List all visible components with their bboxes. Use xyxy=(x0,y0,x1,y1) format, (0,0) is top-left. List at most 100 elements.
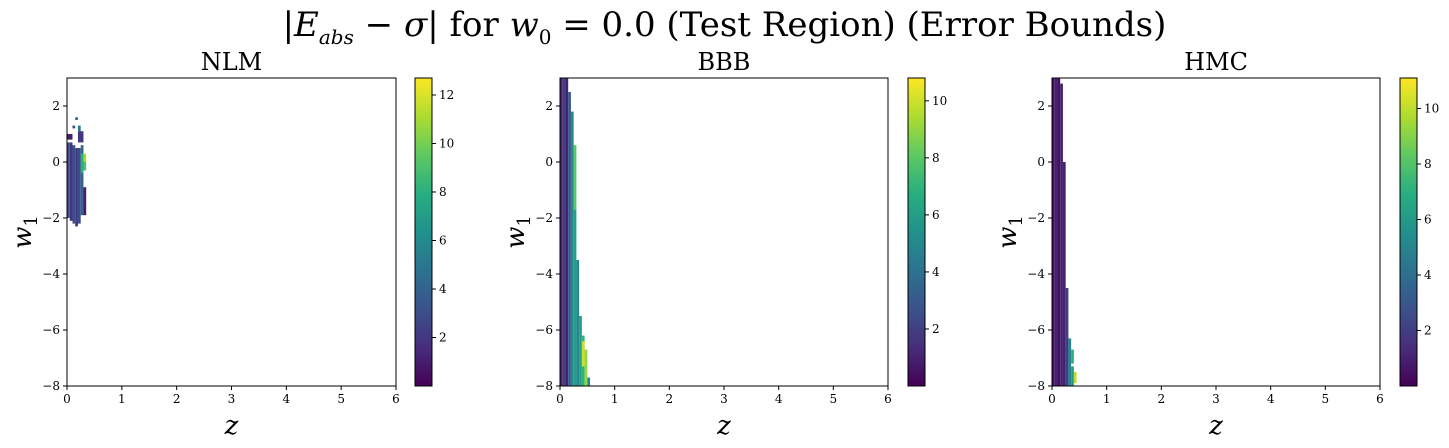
colorbar xyxy=(1399,77,1418,387)
x-tick-label: 3 xyxy=(720,392,728,406)
heatmap-cell xyxy=(576,260,580,386)
x-tick-label: 6 xyxy=(1376,392,1384,406)
x-tick-label: 4 xyxy=(775,392,783,406)
heatmap-cell xyxy=(75,148,78,227)
plot-area xyxy=(1052,78,1380,386)
heatmap-cell xyxy=(77,131,84,143)
panel-title: BBB xyxy=(698,48,751,76)
heatmap-cell xyxy=(568,92,571,386)
panel-title: NLM xyxy=(201,48,263,76)
x-tick-label: 2 xyxy=(1158,392,1166,406)
colorbar-tick-label: 8 xyxy=(439,185,447,199)
heatmap-cell xyxy=(1065,288,1069,386)
x-tick-label: 1 xyxy=(1103,392,1111,406)
heatmap-cell xyxy=(80,153,84,174)
y-axis-label-subscript: 1 xyxy=(1006,215,1027,226)
heatmap-cell xyxy=(573,209,577,386)
heatmap-cell xyxy=(83,162,87,171)
heatmap-cell xyxy=(581,341,585,367)
heatmap-cell xyxy=(562,78,566,386)
x-tick-label: 3 xyxy=(228,392,236,406)
y-axis-label-subscript: 1 xyxy=(514,215,535,226)
figure-suptitle: |Eabs − σ| for w0 = 0.0 (Test Region) (E… xyxy=(282,5,1167,49)
y-axis-label: w1 xyxy=(993,215,1027,249)
heatmap-cell xyxy=(1071,349,1074,364)
x-tick-label: 5 xyxy=(830,392,838,406)
colorbar-tick-label: 6 xyxy=(439,233,447,247)
y-tick-label: −6 xyxy=(535,323,553,337)
heatmap-cell xyxy=(83,153,87,162)
colorbar-tick-label: 8 xyxy=(1424,157,1432,171)
y-tick-label: −6 xyxy=(42,323,60,337)
heatmap-cell xyxy=(77,148,81,224)
y-axis-label: w1 xyxy=(8,215,42,249)
x-tick-label: 6 xyxy=(392,392,400,406)
heatmap-cell xyxy=(80,145,84,216)
heatmap-cell xyxy=(75,117,78,120)
plot-area xyxy=(67,78,396,386)
heatmap-cell xyxy=(67,134,73,140)
y-tick-label: −2 xyxy=(42,211,60,225)
y-tick-label: −4 xyxy=(1027,267,1045,281)
colorbar-tick-label: 2 xyxy=(439,330,447,344)
x-tick-label: 2 xyxy=(666,392,674,406)
colorbar-tick-label: 4 xyxy=(932,265,940,279)
heatmap-cell xyxy=(1057,78,1061,386)
colorbar xyxy=(414,77,433,387)
colorbar-tick-label: 2 xyxy=(932,322,940,336)
heatmap-cell xyxy=(570,111,574,386)
x-tick-label: 6 xyxy=(884,392,892,406)
x-tick-label: 0 xyxy=(556,392,564,406)
x-tick-label: 5 xyxy=(1322,392,1330,406)
y-tick-label: −2 xyxy=(535,211,553,225)
colorbar xyxy=(907,77,926,387)
heatmap-cell xyxy=(573,145,577,210)
colorbar-tick-label: 2 xyxy=(1424,324,1432,338)
y-tick-label: 2 xyxy=(52,99,60,113)
x-tick-label: 5 xyxy=(337,392,345,406)
y-tick-label: −8 xyxy=(42,379,60,393)
y-tick-label: −4 xyxy=(42,267,60,281)
colorbar-tick-label: 4 xyxy=(1424,268,1432,282)
x-tick-label: 4 xyxy=(1267,392,1275,406)
y-tick-label: 0 xyxy=(1037,155,1045,169)
heatmap-cell xyxy=(67,142,70,218)
colorbar-tick-label: 10 xyxy=(932,94,947,108)
heatmap-cell xyxy=(1071,366,1074,386)
heatmap-cell xyxy=(565,78,569,386)
heatmap-cell xyxy=(83,187,87,216)
x-tick-label: 1 xyxy=(611,392,619,406)
y-tick-label: 0 xyxy=(52,155,60,169)
x-tick-label: 4 xyxy=(283,392,291,406)
heatmap-cell xyxy=(72,145,76,224)
y-tick-label: −2 xyxy=(1027,211,1045,225)
heatmap-cell xyxy=(560,78,563,386)
heatmap-cell xyxy=(1052,78,1055,386)
y-tick-label: 2 xyxy=(1037,99,1045,113)
heatmap-cell xyxy=(1060,83,1063,386)
x-axis-label: z xyxy=(224,411,239,441)
x-axis-label: z xyxy=(1208,411,1223,441)
colorbar-tick-label: 6 xyxy=(1424,213,1432,227)
y-axis-label-subscript: 1 xyxy=(21,215,42,226)
x-tick-label: 1 xyxy=(118,392,126,406)
x-tick-label: 3 xyxy=(1212,392,1220,406)
x-tick-label: 0 xyxy=(63,392,71,406)
y-tick-label: 2 xyxy=(545,99,553,113)
colorbar-tick-label: 12 xyxy=(439,88,454,102)
panel-title: HMC xyxy=(1184,48,1248,76)
y-tick-label: −6 xyxy=(1027,323,1045,337)
heatmap-cell xyxy=(69,142,73,221)
colorbar-tick-label: 10 xyxy=(439,136,454,150)
heatmap-cell xyxy=(72,125,76,129)
colorbar-tick-label: 10 xyxy=(1424,102,1439,116)
heatmap-cell xyxy=(579,316,582,386)
heatmap-cell xyxy=(1068,338,1072,386)
y-tick-label: −8 xyxy=(1027,379,1045,393)
colorbar-tick-label: 4 xyxy=(439,282,447,296)
colorbar-tick-label: 8 xyxy=(932,151,940,165)
plot-area xyxy=(560,78,888,386)
y-tick-label: 0 xyxy=(545,155,553,169)
heatmap-cell xyxy=(584,349,588,386)
